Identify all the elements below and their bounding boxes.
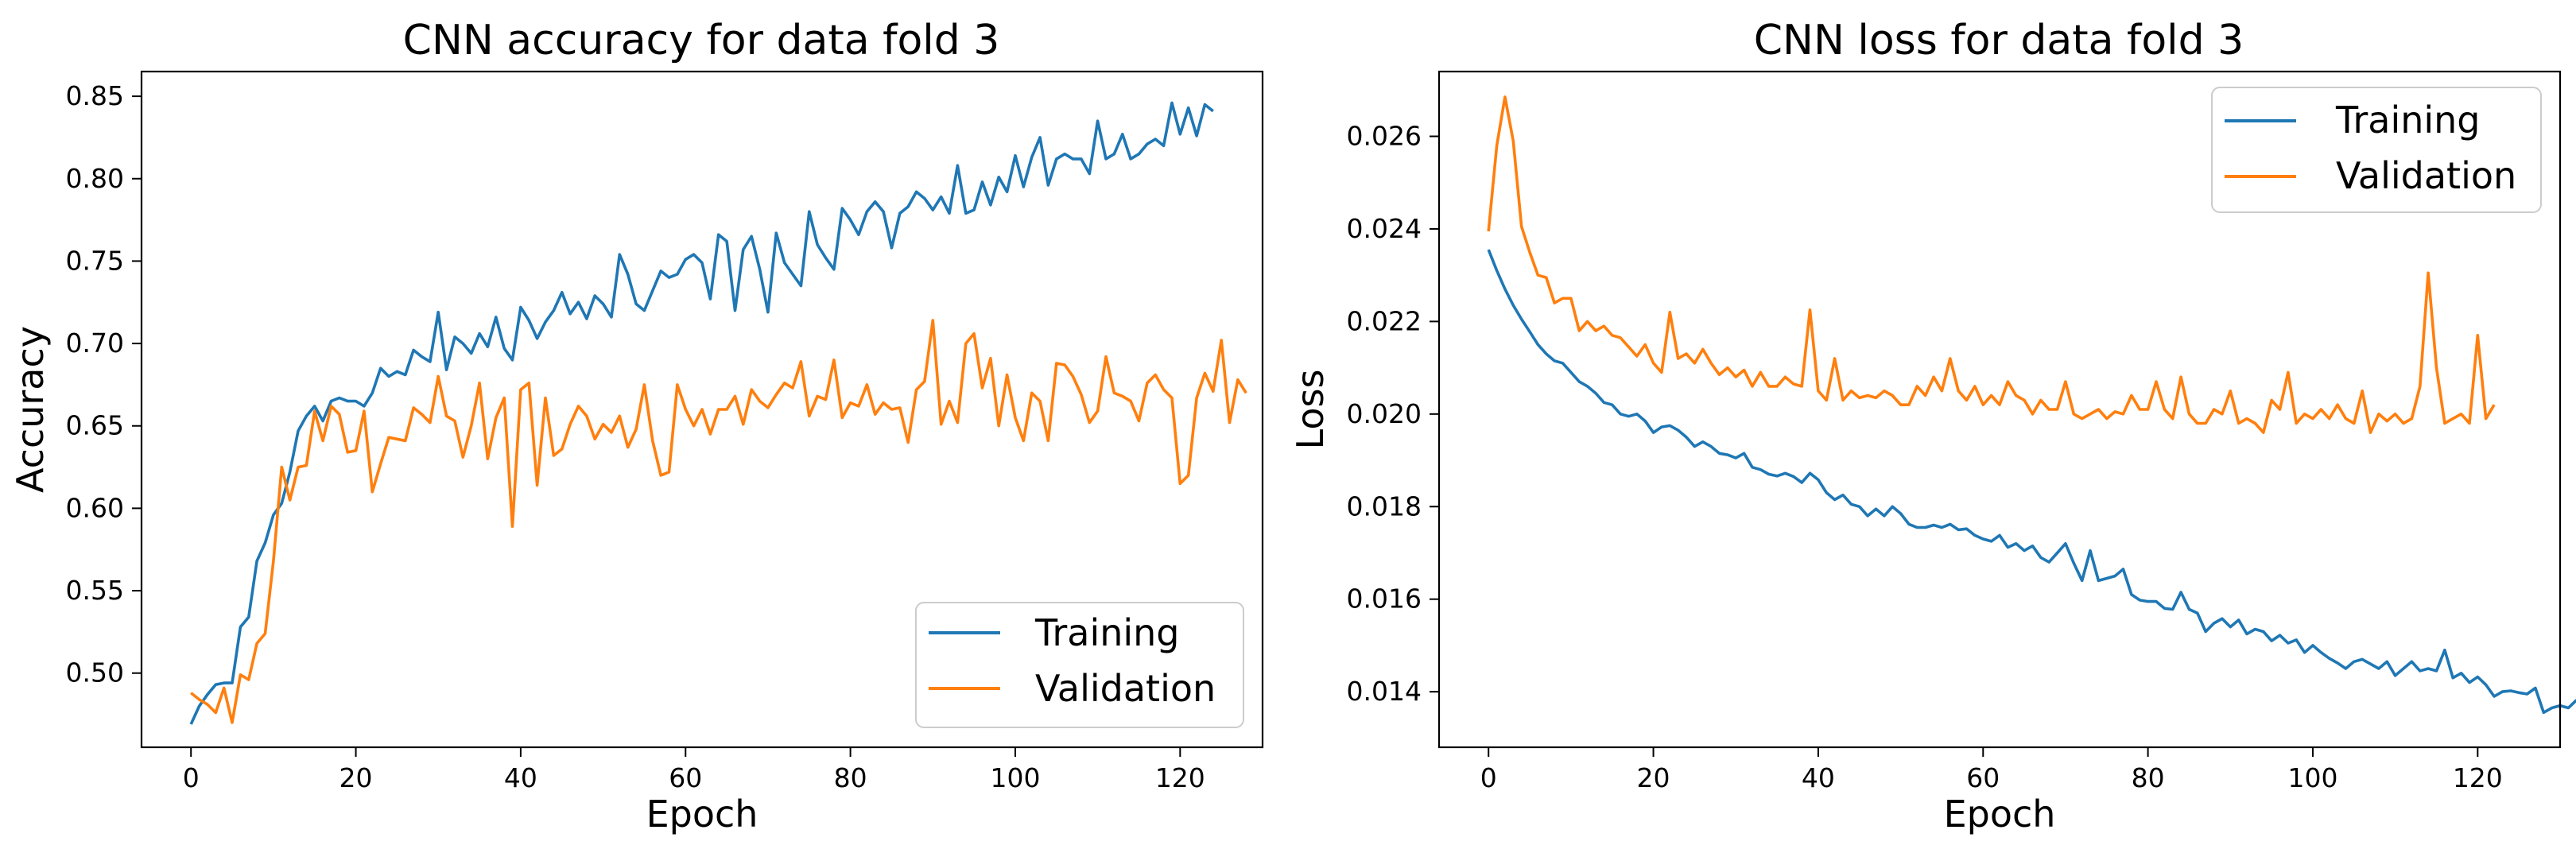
series-line-validation xyxy=(1487,95,2496,434)
series-layer xyxy=(189,101,1247,725)
x-tick-label: 60 xyxy=(1966,762,2000,793)
series-layer xyxy=(1487,95,2576,715)
legend-label-validation: Validation xyxy=(2336,154,2516,197)
y-tick-label: 0.85 xyxy=(66,80,124,111)
y-tick-label: 0.50 xyxy=(66,657,124,688)
series-line-training xyxy=(1487,249,2576,715)
legend: Training Validation xyxy=(2211,87,2542,213)
y-tick-label: 0.022 xyxy=(1347,305,1422,336)
y-tick-label: 0.65 xyxy=(66,410,124,441)
y-axis-label: Loss xyxy=(1289,370,1332,450)
x-tick-label: 80 xyxy=(834,762,867,793)
y-tick-label: 0.80 xyxy=(66,163,124,194)
x-tick-label: 60 xyxy=(669,762,702,793)
series-line-validation xyxy=(190,319,1247,724)
series-line-training xyxy=(189,101,1214,725)
y-tick-label: 0.016 xyxy=(1347,584,1422,615)
x-ticks: 0 20 40 60 80 100 120 xyxy=(1480,747,2503,793)
chart-title: CNN accuracy for data fold 3 xyxy=(403,17,1000,64)
y-tick-label: 0.70 xyxy=(66,328,124,359)
x-tick-label: 120 xyxy=(2453,762,2503,793)
x-tick-label: 20 xyxy=(1637,762,1670,793)
chart-title: CNN loss for data fold 3 xyxy=(1754,17,2244,64)
x-tick-label: 80 xyxy=(2132,762,2165,793)
plot-frame xyxy=(1437,70,2562,749)
x-axis-label: Epoch xyxy=(1944,793,2056,836)
x-axis-label: Epoch xyxy=(646,793,758,836)
y-tick-label: 0.55 xyxy=(66,575,124,606)
legend-label-training: Training xyxy=(1034,611,1180,654)
x-tick-label: 100 xyxy=(990,762,1040,793)
plot-frame xyxy=(140,70,1264,749)
y-ticks: 0.014 0.016 0.018 0.020 0.022 0.024 0.026 xyxy=(1347,121,1439,707)
accuracy-chart: CNN accuracy for data fold 3 0 20 40 60 80 10… xyxy=(9,17,1264,836)
legend-label-training: Training xyxy=(2335,99,2481,142)
y-tick-label: 0.60 xyxy=(66,492,124,523)
x-tick-label: 100 xyxy=(2287,762,2337,793)
x-tick-label: 120 xyxy=(1155,762,1205,793)
loss-chart: CNN loss for data fold 3 0 20 40 60 80 100 120… xyxy=(1289,17,2576,836)
y-tick-label: 0.020 xyxy=(1347,398,1422,429)
y-tick-label: 0.024 xyxy=(1347,213,1422,244)
y-tick-label: 0.75 xyxy=(66,245,124,276)
y-tick-label: 0.026 xyxy=(1347,121,1422,152)
y-axis-label: Accuracy xyxy=(9,326,52,493)
x-tick-label: 0 xyxy=(183,762,200,793)
legend-label-validation: Validation xyxy=(1035,667,1216,710)
y-ticks: 0.50 0.55 0.60 0.65 0.70 0.75 0.80 0.85 xyxy=(66,80,142,688)
y-tick-label: 0.018 xyxy=(1347,490,1422,521)
x-tick-label: 0 xyxy=(1480,762,1497,793)
x-tick-label: 40 xyxy=(1802,762,1835,793)
x-tick-label: 20 xyxy=(339,762,373,793)
x-tick-label: 40 xyxy=(504,762,537,793)
legend-box xyxy=(2211,87,2542,213)
x-ticks: 0 20 40 60 80 100 120 xyxy=(183,747,1205,793)
y-tick-label: 0.014 xyxy=(1347,676,1422,707)
legend: Training Validation xyxy=(915,602,1244,728)
